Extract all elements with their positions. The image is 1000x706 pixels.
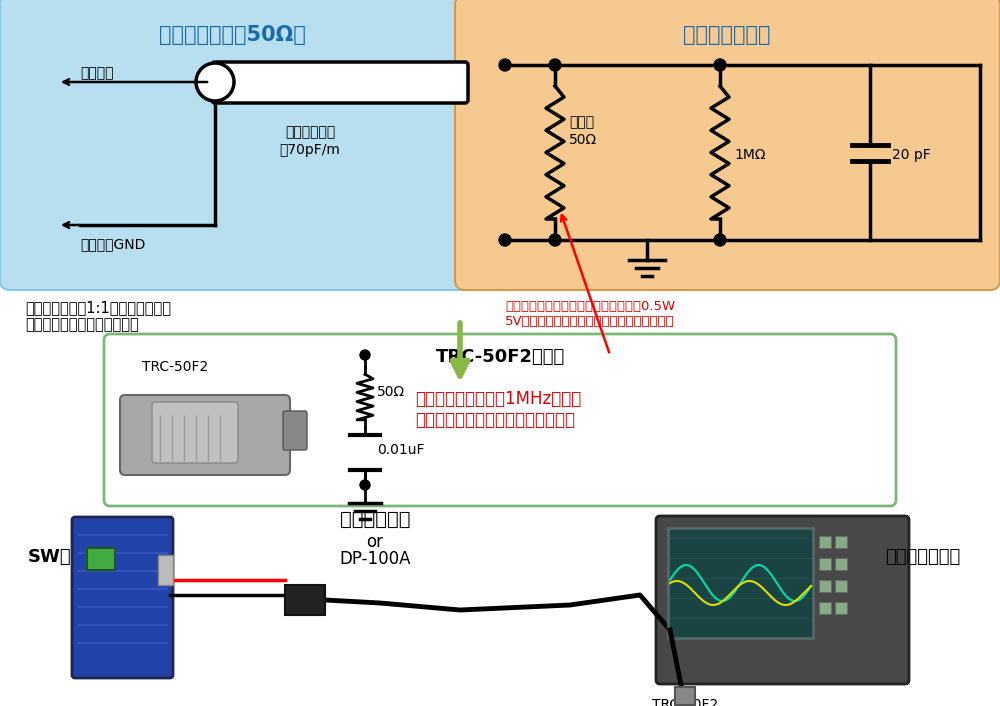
Text: SW電源: SW電源 [28, 548, 82, 566]
Text: プローブGND: プローブGND [80, 237, 145, 251]
FancyBboxPatch shape [120, 395, 290, 475]
Text: 50Ω: 50Ω [377, 385, 405, 399]
Text: TRC-50F2: TRC-50F2 [652, 698, 718, 706]
Bar [819, 536, 831, 548]
Bar [285, 585, 325, 615]
Bar [819, 602, 831, 614]
Circle shape [360, 350, 370, 360]
Circle shape [499, 234, 511, 246]
FancyBboxPatch shape [656, 516, 909, 684]
FancyBboxPatch shape [72, 517, 173, 678]
Bar [835, 602, 847, 614]
FancyBboxPatch shape [0, 0, 475, 290]
Bar [668, 528, 813, 638]
Bar [819, 580, 831, 592]
Text: 同軸ケーブル: 同軸ケーブル [285, 125, 335, 139]
Text: 出力電圧が高くても1MHz以上で
終端する高周波終端抗抗で測定する: 出力電圧が高くても1MHz以上で 終端する高周波終端抗抗で測定する [415, 390, 581, 429]
FancyBboxPatch shape [104, 334, 896, 506]
Bar [835, 558, 847, 570]
Text: 同軸ケーブルは1:1で周波数特性も
同軸構造からフラットです。: 同軸ケーブルは1:1で周波数特性も 同軸構造からフラットです。 [25, 300, 171, 333]
Text: TRC-50F2: TRC-50F2 [142, 360, 208, 374]
FancyBboxPatch shape [455, 0, 1000, 290]
Text: オシロスコープ: オシロスコープ [683, 25, 771, 45]
Text: 50Ω: 50Ω [569, 133, 597, 147]
Text: 同軸ケーブル: 同軸ケーブル [340, 510, 410, 529]
Text: TRC-50F2の場合: TRC-50F2の場合 [435, 348, 565, 366]
Text: DP-100A: DP-100A [339, 550, 411, 568]
Bar [675, 687, 695, 705]
Bar [835, 580, 847, 592]
Bar [835, 536, 847, 548]
FancyBboxPatch shape [152, 402, 238, 463]
Text: or: or [366, 533, 384, 551]
Circle shape [549, 234, 561, 246]
Circle shape [549, 59, 561, 71]
Text: 終端器: 終端器 [569, 115, 594, 129]
Circle shape [499, 59, 511, 71]
Text: 1MΩ: 1MΩ [734, 148, 766, 162]
Bar [158, 555, 173, 585]
Text: 絀70pF/m: 絀70pF/m [280, 143, 340, 157]
Text: 20 pF: 20 pF [892, 148, 931, 162]
Circle shape [714, 59, 726, 71]
Text: 同軸ケーブル（50Ω）: 同軸ケーブル（50Ω） [159, 25, 305, 45]
FancyBboxPatch shape [283, 411, 307, 450]
Circle shape [360, 480, 370, 490]
Text: オシロに内蔵されている終端抗抗器は0.5W
5V以上だと発熱し焼損してしまう可能性あり: オシロに内蔵されている終端抗抗器は0.5W 5V以上だと発熱し焼損してしまう可能… [505, 300, 675, 328]
Bar [87, 548, 115, 570]
Circle shape [714, 234, 726, 246]
Bar [819, 558, 831, 570]
FancyBboxPatch shape [212, 62, 468, 103]
Text: プローブ: プローブ [80, 66, 114, 80]
Circle shape [196, 63, 234, 101]
Text: オシロスコープ: オシロスコープ [885, 548, 960, 566]
Text: 0.01uF: 0.01uF [377, 443, 424, 457]
